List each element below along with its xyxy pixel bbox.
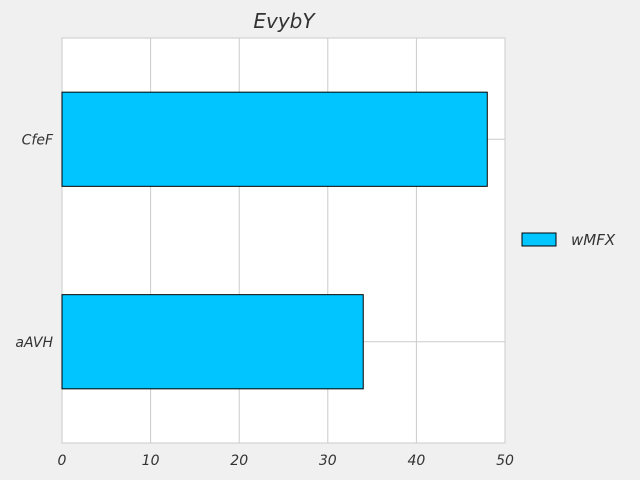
legend: wMFX	[521, 231, 616, 249]
bars	[61, 91, 488, 390]
y-tick-label: CfeF	[22, 132, 54, 148]
x-tick-label: 0	[58, 453, 67, 469]
x-tick-label: 10	[142, 453, 160, 469]
x-tick-label: 50	[496, 453, 514, 469]
legend-label: wMFX	[571, 231, 616, 249]
x-tick-label: 20	[230, 453, 248, 469]
chart-title: EvybY	[253, 9, 316, 33]
x-tick-label: 30	[319, 453, 337, 469]
x-tick-label: 40	[407, 453, 425, 469]
x-axis-ticks: 0 10 20 30 40 50	[58, 453, 514, 469]
y-axis-ticks: aAVH CfeF	[15, 132, 54, 351]
y-tick-label: aAVH	[15, 335, 53, 351]
bar-CfeF	[61, 91, 488, 187]
legend-swatch	[521, 232, 557, 247]
bar-aAVH	[61, 294, 364, 390]
plot-border	[61, 37, 506, 444]
